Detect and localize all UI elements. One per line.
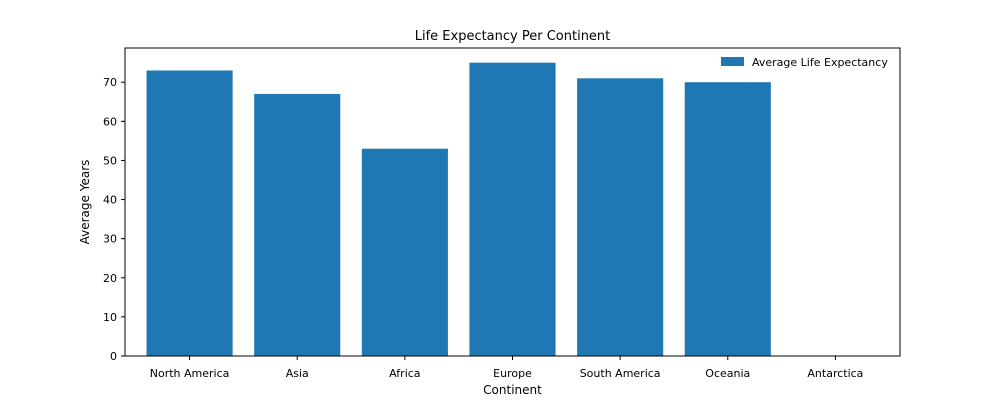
bar-north-america bbox=[146, 70, 233, 357]
x-tick-label: Oceania bbox=[705, 367, 750, 380]
y-axis-label: Average Years bbox=[78, 160, 92, 245]
x-tick-label: Africa bbox=[389, 367, 420, 380]
y-tick-label: 10 bbox=[103, 311, 117, 324]
x-tick-label: Europe bbox=[493, 367, 532, 380]
bar-europe bbox=[469, 62, 556, 357]
x-axis-label: Continent bbox=[483, 383, 542, 397]
x-tick-label: South America bbox=[580, 367, 661, 380]
x-tick-label: Antarctica bbox=[807, 367, 863, 380]
y-tick-label: 50 bbox=[103, 154, 117, 167]
bar-oceania bbox=[684, 82, 771, 356]
y-tick-label: 70 bbox=[103, 76, 117, 89]
bars-layer bbox=[146, 62, 771, 357]
x-tick-label: Asia bbox=[286, 367, 309, 380]
y-tick-label: 60 bbox=[103, 115, 117, 128]
y-tick-label: 30 bbox=[103, 233, 117, 246]
bar-asia bbox=[254, 93, 341, 357]
y-tick-label: 40 bbox=[103, 194, 117, 207]
bar-africa bbox=[361, 148, 448, 356]
legend-swatch bbox=[721, 57, 744, 66]
y-axis: 0 10 20 30 40 50 60 70 bbox=[103, 76, 125, 363]
legend: Average Life Expectancy bbox=[721, 56, 888, 69]
bar-south-america bbox=[577, 78, 664, 356]
y-tick-label: 0 bbox=[110, 350, 117, 363]
chart-title: Life Expectancy Per Continent bbox=[415, 29, 611, 44]
x-tick-label: North America bbox=[150, 367, 230, 380]
x-axis: North America Asia Africa Europe South Ameri… bbox=[150, 356, 863, 380]
y-tick-label: 20 bbox=[103, 272, 117, 285]
legend-label: Average Life Expectancy bbox=[752, 56, 888, 69]
